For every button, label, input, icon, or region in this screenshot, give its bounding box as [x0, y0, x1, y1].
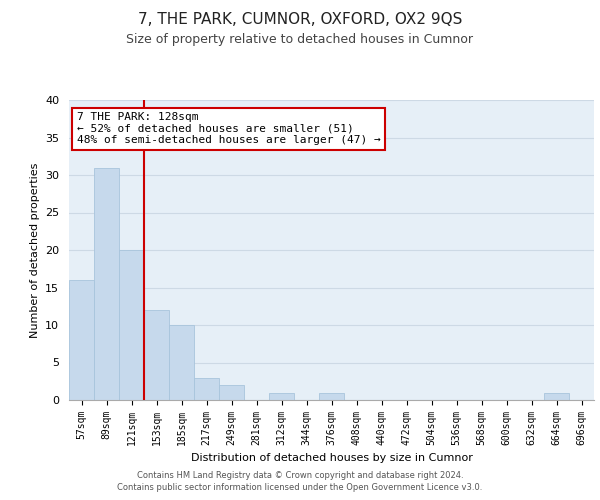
Bar — [94, 168, 119, 400]
X-axis label: Distribution of detached houses by size in Cumnor: Distribution of detached houses by size … — [191, 454, 472, 464]
Bar — [119, 250, 144, 400]
Text: 7, THE PARK, CUMNOR, OXFORD, OX2 9QS: 7, THE PARK, CUMNOR, OXFORD, OX2 9QS — [138, 12, 462, 28]
Bar — [194, 378, 219, 400]
Text: 7 THE PARK: 128sqm
← 52% of detached houses are smaller (51)
48% of semi-detache: 7 THE PARK: 128sqm ← 52% of detached hou… — [77, 112, 380, 145]
Bar — [319, 392, 344, 400]
Bar — [544, 392, 569, 400]
Text: Contains HM Land Registry data © Crown copyright and database right 2024.
Contai: Contains HM Land Registry data © Crown c… — [118, 471, 482, 492]
Bar — [144, 310, 169, 400]
Bar — [169, 325, 194, 400]
Bar — [269, 392, 294, 400]
Y-axis label: Number of detached properties: Number of detached properties — [29, 162, 40, 338]
Text: Size of property relative to detached houses in Cumnor: Size of property relative to detached ho… — [127, 32, 473, 46]
Bar — [219, 385, 244, 400]
Bar — [69, 280, 94, 400]
